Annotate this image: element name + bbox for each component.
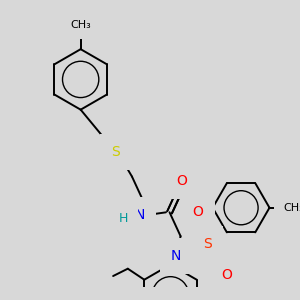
Text: O: O [176, 174, 187, 188]
Text: O: O [193, 205, 203, 219]
Text: H: H [119, 212, 128, 225]
Text: N: N [134, 208, 145, 222]
Text: S: S [203, 237, 212, 251]
Text: O: O [221, 268, 232, 282]
Text: S: S [111, 145, 120, 159]
Text: CH₃: CH₃ [283, 203, 300, 213]
Text: CH₃: CH₃ [70, 20, 91, 30]
Text: N: N [171, 249, 181, 263]
